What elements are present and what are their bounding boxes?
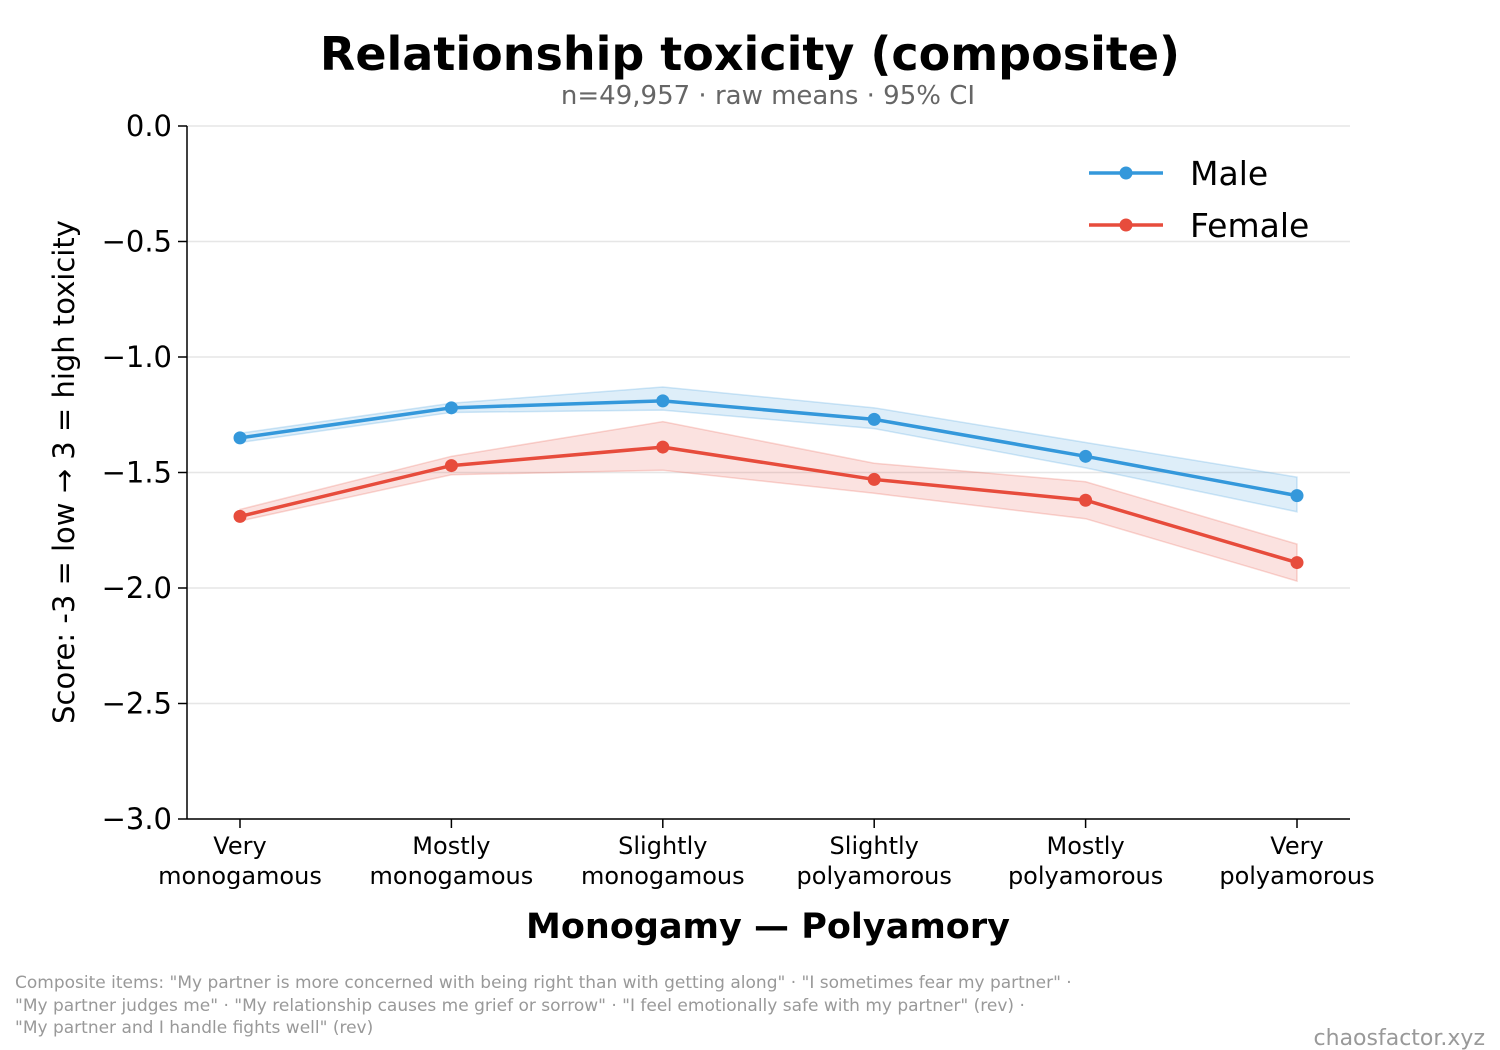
male-point xyxy=(1290,489,1304,503)
y-tick-label: −2.5 xyxy=(102,687,172,721)
x-tick-label: polyamorous xyxy=(1219,862,1374,890)
y-tick-label: −2.0 xyxy=(102,571,172,605)
y-tick-label: −3.0 xyxy=(102,802,172,836)
x-tick-label: Mostly xyxy=(1047,832,1125,860)
male-point xyxy=(444,401,458,415)
legend-marker-female xyxy=(1119,218,1133,232)
x-tick-label: monogamous xyxy=(370,862,534,890)
legend-label-female: Female xyxy=(1190,206,1309,245)
legend: Male Female xyxy=(1089,154,1309,245)
footnote-line: Composite items: "My partner is more con… xyxy=(15,973,1072,993)
x-tick-label: Mostly xyxy=(412,832,490,860)
legend-item-female: Female xyxy=(1089,206,1309,245)
legend-marker-male xyxy=(1119,166,1133,180)
chart-title: Relationship toxicity (composite) xyxy=(320,27,1180,81)
x-tick-label: Very xyxy=(1270,832,1323,860)
x-tick-label: polyamorous xyxy=(797,862,952,890)
x-tick-label: monogamous xyxy=(158,862,322,890)
watermark: chaosfactor.xyz xyxy=(1314,1026,1485,1050)
x-tick-label: monogamous xyxy=(581,862,745,890)
female-point xyxy=(656,440,670,454)
x-axis-label: Monogamy — Polyamory xyxy=(526,907,1010,947)
male-point xyxy=(1079,449,1093,463)
x-tick-label: Slightly xyxy=(618,832,707,860)
y-tick-label: −1.5 xyxy=(102,456,172,490)
y-ticks: 0.0 −0.5 −1.0 −1.5 −2.0 −2.5 −3.0 xyxy=(102,109,187,836)
female-line xyxy=(239,445,1298,565)
y-tick-label: −0.5 xyxy=(102,225,172,259)
male-line xyxy=(239,399,1298,498)
y-tick-label: −1.0 xyxy=(102,340,172,374)
x-tick-label: Very xyxy=(213,832,266,860)
female-point xyxy=(1290,556,1304,570)
y-tick-label: 0.0 xyxy=(126,109,172,143)
y-axis-label: Score: -3 = low → 3 = high toxicity xyxy=(47,220,81,724)
footnote-line: "My partner judges me" · "My relationshi… xyxy=(15,996,1025,1016)
female-ci-band xyxy=(239,420,1298,583)
female-point xyxy=(867,472,881,486)
male-point xyxy=(656,394,670,408)
female-point xyxy=(233,509,247,523)
footnote: Composite items: "My partner is more con… xyxy=(15,973,1072,1038)
x-tick-label: Slightly xyxy=(830,832,919,860)
chart-subtitle: n=49,957 · raw means · 95% CI xyxy=(561,81,975,111)
male-point xyxy=(867,412,881,426)
legend-label-male: Male xyxy=(1190,154,1268,193)
series-lines xyxy=(239,399,1298,565)
x-tick-label: polyamorous xyxy=(1008,862,1163,890)
legend-item-male: Male xyxy=(1089,154,1268,193)
female-point xyxy=(1079,493,1093,507)
male-point xyxy=(233,431,247,445)
female-point xyxy=(444,459,458,473)
x-ticks: VerymonogamousMostlymonogamousSlightlymo… xyxy=(158,819,1375,890)
series-points xyxy=(233,394,1304,570)
footnote-line: "My partner and I handle fights well" (r… xyxy=(15,1018,373,1038)
